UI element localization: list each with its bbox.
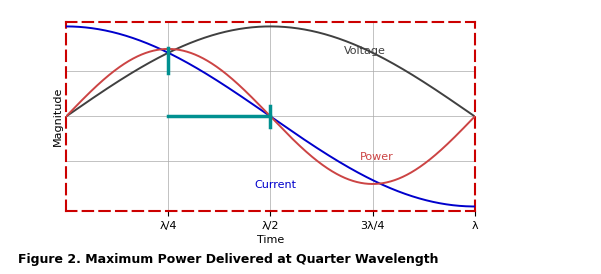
X-axis label: Time: Time [257,235,284,245]
Y-axis label: Magnitude: Magnitude [53,87,63,146]
Text: Power: Power [361,152,394,162]
Text: Figure 2. Maximum Power Delivered at Quarter Wavelength: Figure 2. Maximum Power Delivered at Qua… [18,253,439,266]
Text: Current: Current [254,180,296,190]
Text: Voltage: Voltage [344,46,386,56]
